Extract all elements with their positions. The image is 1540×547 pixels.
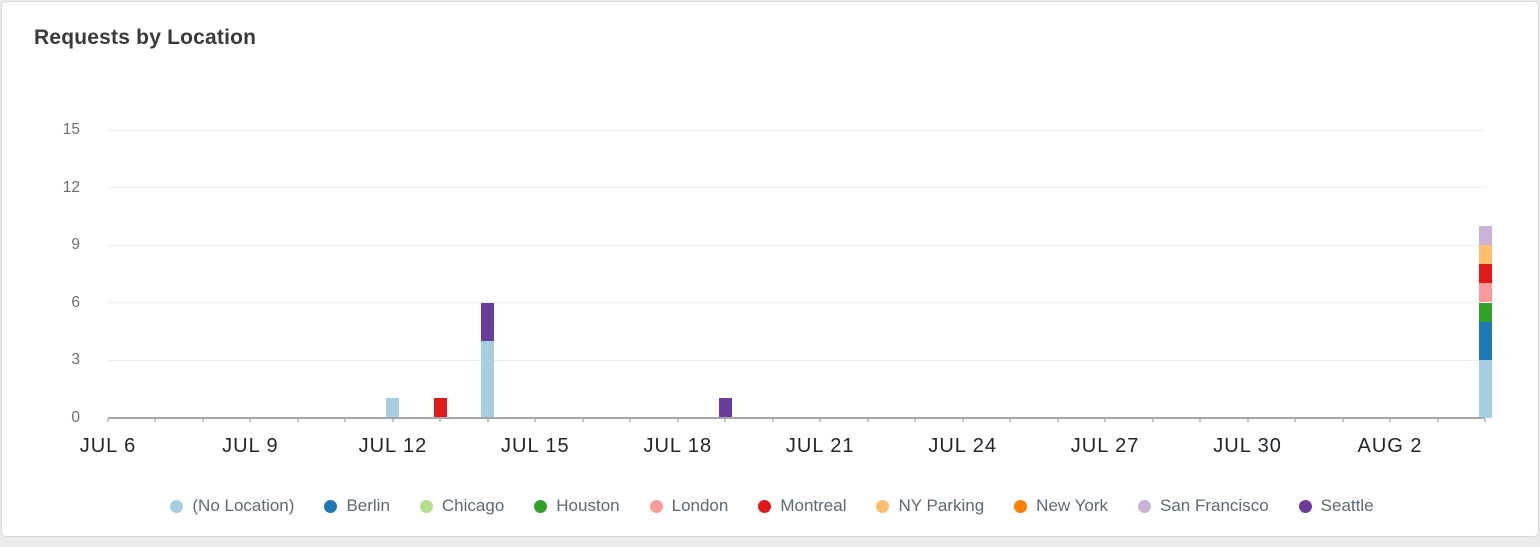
gridline bbox=[108, 244, 1485, 246]
legend-swatch-icon bbox=[170, 499, 184, 513]
y-axis-tick-label: 9 bbox=[71, 236, 80, 253]
legend-swatch-icon bbox=[534, 499, 548, 513]
bar-segment[interactable] bbox=[718, 398, 732, 418]
legend-swatch-icon bbox=[649, 499, 663, 513]
legend-item[interactable]: NY Parking bbox=[876, 496, 984, 516]
x-axis-line bbox=[108, 416, 1485, 419]
day-tick bbox=[154, 418, 157, 422]
day-tick bbox=[1151, 418, 1154, 422]
legend-swatch-icon bbox=[1138, 499, 1151, 513]
day-tick bbox=[391, 418, 394, 422]
day-tick bbox=[1436, 418, 1439, 422]
bar-segment[interactable] bbox=[386, 398, 400, 418]
day-tick bbox=[866, 418, 869, 422]
legend-swatch-icon bbox=[1014, 499, 1028, 513]
day-tick bbox=[201, 418, 204, 422]
day-tick bbox=[1056, 418, 1059, 422]
bar-segment[interactable] bbox=[433, 398, 447, 418]
legend-label: Montreal bbox=[780, 496, 847, 515]
legend-item[interactable]: San Francisco bbox=[1138, 496, 1269, 516]
day-tick bbox=[724, 418, 727, 422]
bar-segment[interactable] bbox=[481, 340, 495, 418]
legend-item[interactable]: (No Location) bbox=[170, 496, 294, 516]
x-axis-tick-label: JUL 27 bbox=[1070, 435, 1140, 457]
y-axis-tick-label: 6 bbox=[71, 293, 80, 311]
day-tick bbox=[1389, 418, 1392, 422]
bar-segment[interactable] bbox=[1478, 264, 1492, 284]
legend-label: Seattle bbox=[1320, 496, 1374, 515]
day-tick bbox=[1246, 418, 1249, 422]
x-axis-tick-label: JUL 18 bbox=[643, 435, 713, 457]
legend-item[interactable]: Berlin bbox=[324, 496, 390, 516]
bar-segment[interactable] bbox=[1478, 302, 1492, 322]
legend-label: New York bbox=[1036, 496, 1108, 515]
bar-segment[interactable] bbox=[1478, 225, 1492, 245]
day-tick bbox=[1104, 418, 1107, 422]
legend-label: (No Location) bbox=[192, 496, 295, 515]
legend-item[interactable]: London bbox=[649, 496, 729, 516]
day-tick bbox=[344, 418, 347, 422]
legend-swatch-icon bbox=[1298, 499, 1312, 513]
day-tick bbox=[961, 418, 964, 422]
gridline bbox=[108, 129, 1485, 131]
y-axis-tick-label: 12 bbox=[62, 178, 80, 196]
day-tick bbox=[914, 418, 917, 422]
day-tick bbox=[1294, 418, 1297, 422]
gridline bbox=[108, 302, 1485, 303]
gridline bbox=[108, 187, 1485, 188]
day-tick bbox=[676, 418, 679, 422]
legend-swatch-icon bbox=[876, 499, 890, 513]
x-axis-tick-label: JUL 24 bbox=[928, 435, 997, 457]
day-tick bbox=[1009, 418, 1012, 422]
day-tick bbox=[581, 418, 584, 422]
day-tick bbox=[486, 418, 489, 422]
bar-segment[interactable] bbox=[1478, 283, 1492, 303]
legend-item[interactable]: New York bbox=[1014, 496, 1108, 516]
day-tick bbox=[771, 418, 774, 422]
legend-item[interactable]: Montreal bbox=[758, 496, 846, 516]
day-tick bbox=[1341, 418, 1344, 422]
bar-segment[interactable] bbox=[1478, 321, 1492, 360]
legend-item[interactable]: Chicago bbox=[419, 496, 505, 516]
legend-label: Houston bbox=[556, 496, 620, 515]
legend-label: Berlin bbox=[346, 496, 390, 515]
legend-label: NY Parking bbox=[898, 496, 985, 515]
bar-segment[interactable] bbox=[1478, 360, 1492, 418]
day-tick bbox=[439, 418, 442, 422]
legend-swatch-icon bbox=[758, 499, 772, 513]
legend-label: Chicago bbox=[441, 496, 505, 515]
bar-segment[interactable] bbox=[481, 302, 495, 341]
day-tick bbox=[296, 418, 299, 422]
day-tick bbox=[629, 418, 632, 422]
legend-swatch-icon bbox=[419, 499, 433, 513]
day-tick bbox=[1199, 418, 1202, 422]
x-axis-tick-label: JUL 12 bbox=[358, 435, 428, 457]
x-axis-tick-label: JUL 30 bbox=[1213, 435, 1282, 457]
x-axis-tick-label: AUG 2 bbox=[1357, 435, 1423, 457]
legend-label: San Francisco bbox=[1160, 496, 1269, 515]
chart-legend: (No Location) Berlin Chicago Houston London M… bbox=[2, 496, 1540, 516]
day-tick bbox=[819, 418, 822, 422]
x-axis-tick-label: JUL 6 bbox=[79, 435, 137, 457]
legend-item[interactable]: Seattle bbox=[1298, 496, 1374, 516]
gridline bbox=[108, 359, 1485, 361]
legend-swatch-icon bbox=[324, 499, 338, 513]
y-axis-tick-label: 0 bbox=[71, 408, 80, 426]
y-axis-tick-label: 3 bbox=[71, 351, 80, 368]
y-axis-tick-label: 15 bbox=[62, 121, 80, 138]
day-tick bbox=[1484, 418, 1486, 422]
day-tick bbox=[249, 418, 252, 422]
x-axis-tick-label: JUL 15 bbox=[501, 435, 570, 457]
chart-title: Requests by Location bbox=[34, 26, 257, 49]
day-tick bbox=[534, 418, 537, 422]
legend-label: London bbox=[671, 496, 729, 515]
day-tick bbox=[107, 418, 109, 422]
bar-segment[interactable] bbox=[1478, 245, 1492, 265]
x-axis-tick-label: JUL 9 bbox=[222, 435, 279, 457]
x-axis-tick-label: JUL 21 bbox=[785, 435, 855, 457]
requests-by-location-card: Requests by Location 0 3 6 9 12 15 JUL 6 JUL 9 J… bbox=[1, 1, 1539, 537]
legend-item[interactable]: Houston bbox=[534, 496, 620, 516]
